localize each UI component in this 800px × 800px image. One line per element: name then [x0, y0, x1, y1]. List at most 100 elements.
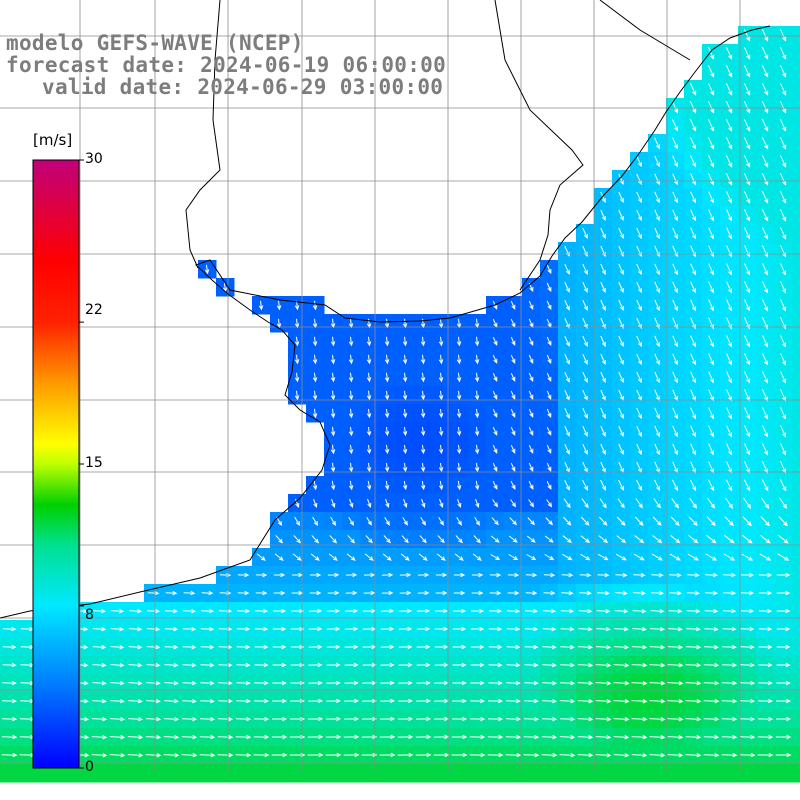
wind-arrow	[456, 516, 462, 526]
wind-arrow	[182, 626, 197, 632]
wind-arrow	[761, 101, 769, 114]
wind-arrow	[546, 354, 552, 364]
wind-arrow	[636, 479, 643, 492]
wind-arrow	[636, 227, 642, 240]
wind-arrow	[312, 300, 318, 311]
wind-arrow	[708, 155, 715, 168]
wind-arrow	[742, 516, 752, 527]
wind-arrow	[343, 752, 360, 758]
field-cell	[126, 764, 145, 783]
wind-arrow	[743, 29, 751, 42]
wind-arrow	[564, 335, 570, 347]
wind-arrow	[654, 245, 660, 258]
wind-arrow	[110, 608, 125, 614]
field-cell	[558, 764, 577, 783]
wind-arrow	[636, 407, 642, 420]
field-cell	[792, 44, 800, 63]
wind-arrow	[146, 680, 161, 686]
field-cell	[162, 764, 181, 783]
wind-arrow	[128, 699, 143, 704]
wind-arrow	[580, 553, 591, 561]
wind-arrow	[508, 554, 519, 561]
wind-arrow	[776, 590, 791, 596]
wind-arrow	[92, 699, 107, 704]
wind-arrow	[744, 407, 751, 420]
wind-arrow	[348, 516, 354, 526]
field-cell	[792, 494, 800, 513]
wind-arrow	[668, 608, 683, 614]
wind-arrow	[348, 480, 354, 491]
wind-arrow	[721, 716, 738, 722]
wind-arrow	[438, 336, 444, 347]
wind-arrow	[474, 390, 480, 401]
wind-arrow	[510, 354, 516, 364]
wind-arrow	[2, 644, 17, 650]
wind-arrow	[761, 137, 769, 150]
field-cell	[792, 512, 800, 531]
wind-arrow	[507, 572, 520, 578]
wind-arrow	[474, 480, 480, 491]
field-cell	[792, 566, 800, 585]
wind-arrow	[651, 553, 663, 561]
wind-arrow	[758, 572, 773, 578]
wind-arrow	[380, 680, 395, 686]
wind-arrow	[690, 425, 696, 438]
wind-arrow	[474, 354, 480, 365]
wind-arrow	[600, 353, 606, 366]
wind-arrow	[779, 209, 787, 222]
wind-arrow	[182, 608, 197, 614]
wind-arrow	[563, 516, 572, 526]
wind-arrow	[91, 717, 108, 722]
wind-arrow	[600, 335, 606, 348]
field-cell	[504, 764, 523, 783]
wind-arrow	[672, 209, 678, 222]
wind-arrow	[420, 408, 426, 419]
wind-arrow	[739, 716, 756, 722]
wind-arrow	[707, 479, 715, 492]
wind-arrow	[366, 336, 372, 347]
wind-arrow	[600, 227, 606, 240]
wind-arrow	[779, 227, 787, 240]
wind-arrow	[600, 281, 606, 294]
wind-arrow	[326, 644, 341, 650]
wind-arrow	[200, 644, 215, 650]
wind-arrow	[563, 498, 571, 509]
wind-arrow	[654, 263, 660, 276]
wind-arrow	[685, 716, 702, 722]
wind-arrow	[271, 752, 288, 758]
field-cell	[792, 422, 800, 441]
wind-arrow	[541, 698, 558, 704]
wind-arrow	[271, 734, 288, 740]
wind-arrow	[491, 517, 499, 526]
wind-arrow	[762, 299, 769, 312]
wind-arrow	[690, 155, 697, 168]
wind-arrow	[420, 354, 426, 365]
wind-arrow	[109, 735, 126, 740]
wind-arrow	[542, 662, 557, 668]
wind-arrow	[600, 317, 606, 330]
wind-arrow	[632, 627, 648, 632]
field-cell	[792, 224, 800, 243]
wind-arrow	[200, 626, 215, 632]
wind-arrow	[631, 735, 648, 740]
wind-arrow	[505, 734, 522, 740]
wind-arrow	[525, 590, 538, 596]
wind-arrow	[758, 644, 773, 650]
wind-arrow	[618, 191, 624, 204]
wind-arrow	[402, 516, 408, 526]
wind-arrow	[454, 553, 464, 561]
wind-arrow	[546, 336, 552, 346]
wind-arrow	[398, 680, 413, 686]
wind-arrow	[780, 263, 787, 276]
valid-date: valid date: 2024-06-29 03:00:00	[42, 75, 444, 99]
wind-arrow	[325, 716, 342, 722]
wind-arrow	[600, 407, 606, 420]
wind-arrow	[384, 444, 390, 455]
wind-arrow	[312, 480, 318, 491]
wind-arrow	[469, 752, 486, 758]
wind-arrow	[779, 101, 787, 114]
wind-arrow	[348, 372, 354, 383]
wind-arrow	[526, 535, 536, 543]
wind-arrow	[438, 426, 444, 437]
wind-arrow	[526, 554, 537, 561]
